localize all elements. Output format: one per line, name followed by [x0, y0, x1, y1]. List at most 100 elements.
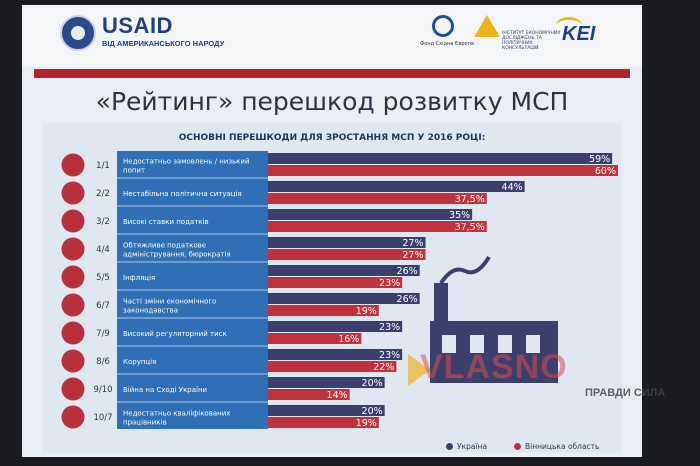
bar-region: [268, 165, 618, 176]
header-divider: [34, 69, 630, 78]
slide: USAID ВІД АМЕРИКАНСЬКОГО НАРОДУ Фонд Схі…: [22, 5, 642, 457]
bar-region: [268, 361, 397, 372]
factory-window: [498, 335, 512, 353]
factory-smoke: [439, 255, 491, 285]
coins-icon: [61, 153, 85, 177]
category-label: Інфляція: [123, 274, 155, 282]
category-label: Високі ставки податків: [123, 218, 209, 226]
category-label: адміністрування, бюрократія: [123, 251, 231, 259]
legend-label-ukraine: Україна: [457, 442, 488, 451]
watermark-arrow-icon: [408, 354, 430, 386]
factory-window: [526, 335, 540, 353]
value-label-ukraine: 27%: [402, 238, 423, 249]
bar-region: [268, 417, 379, 428]
usaid-tagline: ВІД АМЕРИКАНСЬКОГО НАРОДУ: [102, 39, 225, 48]
value-label-ukraine: 59%: [589, 154, 610, 165]
value-label-ukraine: 26%: [397, 266, 418, 277]
chart-title: ОСНОВНІ ПЕРЕШКОДИ ДЛЯ ЗРОСТАННЯ МСП У 20…: [178, 133, 486, 143]
value-label-ukraine: 23%: [379, 350, 400, 361]
kei-logo-arc: [556, 17, 582, 34]
rank-label: 3/2: [96, 217, 110, 227]
category-label: Високий регуляторний тиск: [123, 330, 227, 338]
factory-chimney: [434, 283, 448, 323]
value-label-region: 16%: [338, 334, 359, 345]
value-label-region: 19%: [356, 418, 377, 429]
value-label-region: 37,5%: [455, 194, 485, 205]
rank-label: 6/7: [96, 301, 110, 311]
bar-ukraine: [268, 293, 420, 304]
value-label-region: 22%: [373, 362, 394, 373]
weight-icon: [61, 237, 85, 261]
legend-item-ukraine: Україна: [446, 442, 487, 451]
refresh-icon: [61, 293, 85, 317]
value-label-ukraine: 20%: [362, 406, 383, 417]
category-label: Недостатньо замовлень / низький: [123, 158, 250, 166]
inflation-chart-icon: [61, 265, 85, 289]
usaid-logo-text: USAID: [102, 13, 173, 38]
bar-ukraine: [268, 181, 525, 192]
rank-label: 7/9: [96, 329, 110, 339]
category-label: Часті зміни економічного: [123, 298, 216, 306]
slide-header: USAID ВІД АМЕРИКАНСЬКОГО НАРОДУ Фонд Схі…: [22, 5, 642, 67]
value-label-region: 27%: [402, 250, 423, 261]
person-icon: [61, 321, 85, 345]
rank-label: 5/5: [96, 273, 110, 283]
rank-label: 1/1: [96, 161, 110, 171]
scales-icon: [61, 181, 85, 205]
value-label-region: 19%: [356, 306, 377, 317]
institute-caption: ІНСТИТУТ ЕКОНОМІЧНИХ ДОСЛІДЖЕНЬ ТА ПОЛІТ…: [502, 31, 561, 51]
value-label-region: 23%: [379, 278, 400, 289]
bar-ukraine: [268, 153, 613, 164]
usaid-seal-logo: [60, 15, 96, 51]
east-europe-fund-caption: Фонд Східна Європа: [420, 41, 474, 47]
value-label-region: 37,5%: [455, 222, 485, 233]
category-label: попит: [123, 167, 145, 175]
rank-label: 10/7: [93, 413, 112, 423]
institute-logo: [474, 15, 500, 37]
handshake-icon: [61, 349, 85, 373]
bar-ukraine: [268, 377, 385, 388]
value-label-region: 14%: [327, 390, 348, 401]
bar-ukraine: [268, 321, 403, 332]
graduation-cap-icon: [61, 405, 85, 429]
bar-ukraine: [268, 237, 426, 248]
bar-ukraine: [268, 405, 385, 416]
rank-label: 4/4: [96, 245, 110, 255]
bar-region: [268, 221, 487, 232]
category-label: Війна на Сході України: [123, 386, 207, 394]
value-label-ukraine: 35%: [449, 210, 470, 221]
watermark-brand: VLASNO: [420, 348, 568, 386]
bar-region: [268, 277, 403, 288]
bar-region: [268, 193, 487, 204]
legend-marker-ukraine: [446, 443, 453, 450]
rank-label: 2/2: [96, 189, 110, 199]
bar-ukraine: [268, 349, 403, 360]
value-label-ukraine: 26%: [397, 294, 418, 305]
bar-region: [268, 333, 362, 344]
rank-label: 9/10: [93, 385, 112, 395]
soldier-icon: [61, 377, 85, 401]
category-label: Корупція: [123, 358, 156, 366]
legend-marker-region: [514, 443, 521, 450]
east-europe-fund-logo: [432, 15, 454, 37]
slide-title: «Рейтинг» перешкод розвитку МСП: [95, 87, 569, 116]
bar-region: [268, 249, 426, 260]
value-label-ukraine: 20%: [362, 378, 383, 389]
banknote-icon: [61, 209, 85, 233]
rank-label: 8/6: [96, 357, 110, 367]
legend-label-region: Вінницька область: [525, 442, 600, 451]
value-label-ukraine: 44%: [502, 182, 523, 193]
factory-window: [442, 335, 456, 353]
value-label-ukraine: 23%: [379, 322, 400, 333]
bar-ukraine: [268, 265, 420, 276]
category-label: працівників: [123, 419, 167, 427]
bar-ukraine: [268, 209, 473, 220]
category-label: Обтяжливе податкове: [123, 242, 206, 250]
category-label: законодавства: [123, 307, 178, 315]
category-label: Нестабільна політична ситуація: [123, 190, 242, 198]
kei-logo: KEI: [562, 23, 596, 45]
category-label: Недостатньо кваліфікованих: [123, 410, 230, 418]
factory-window: [470, 335, 484, 353]
legend-item-region: Вінницька область: [514, 442, 599, 451]
